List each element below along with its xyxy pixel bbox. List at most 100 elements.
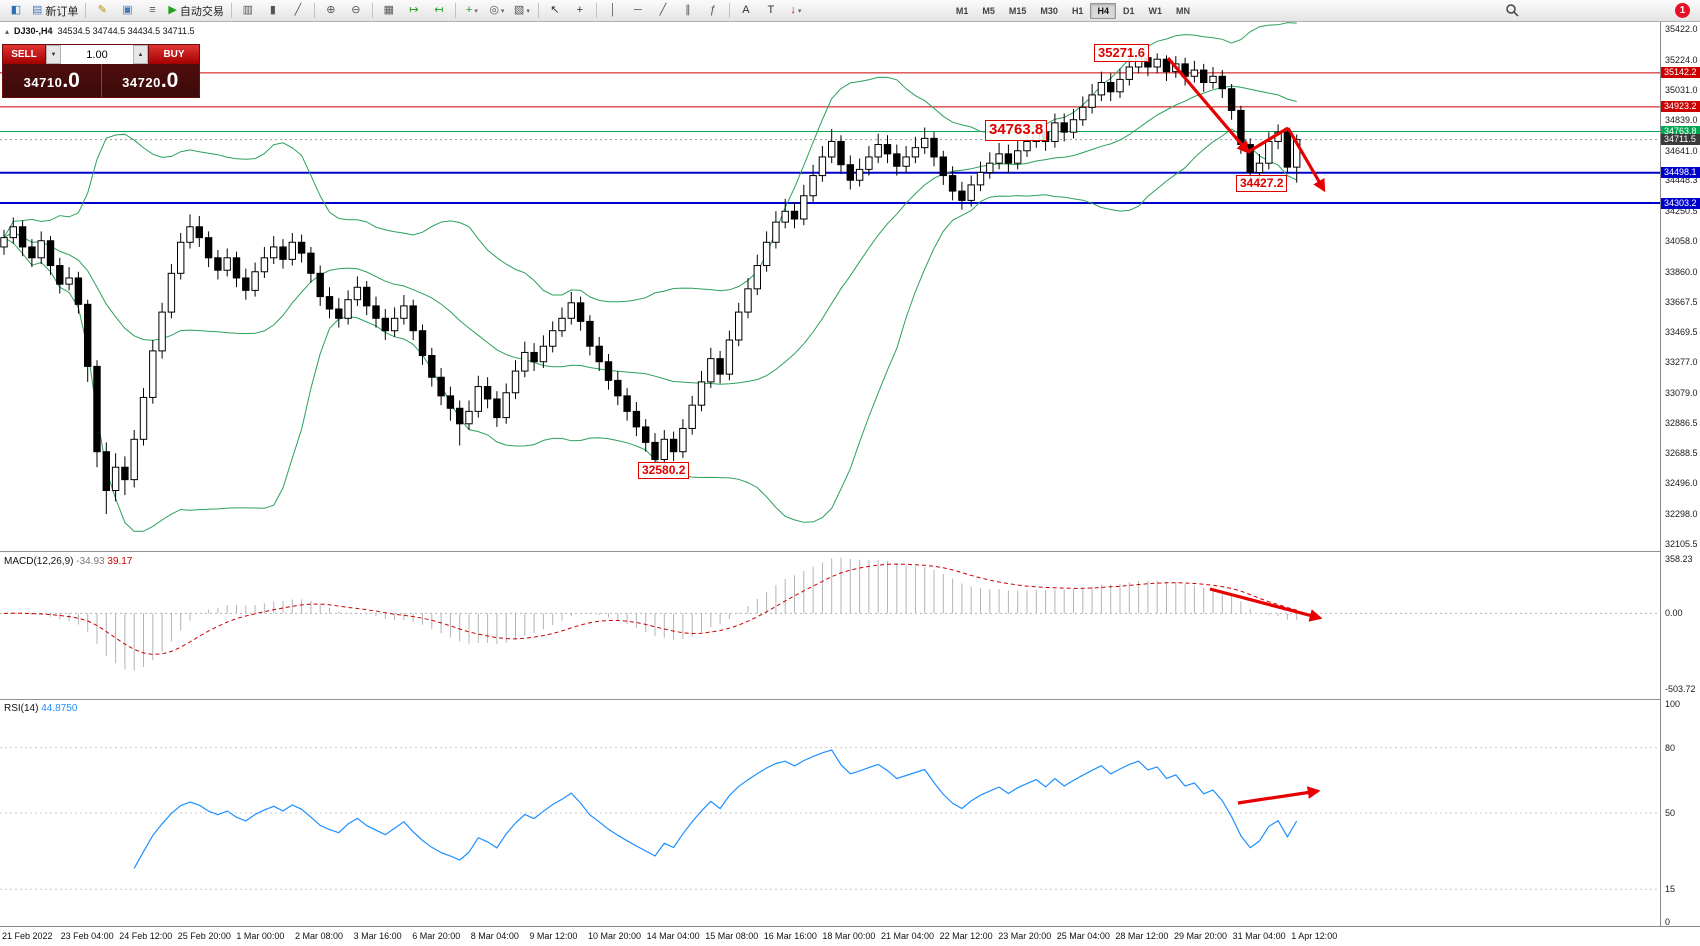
vertical-line-icon[interactable]: │ bbox=[601, 1, 625, 21]
price-level-tag[interactable]: 34498.1 bbox=[1661, 167, 1700, 179]
profile-glyph: ▣ bbox=[122, 4, 133, 16]
time-axis-label: 2 Mar 08:00 bbox=[295, 931, 344, 941]
timeframe-h1[interactable]: H1 bbox=[1071, 5, 1084, 16]
profile-icon[interactable]: ▣ bbox=[115, 1, 139, 21]
metaeditor-icon[interactable]: ✎ bbox=[90, 1, 114, 21]
trend-arrow[interactable] bbox=[1166, 56, 1250, 154]
bar-chart-glyph: ▥ bbox=[242, 4, 254, 16]
candlestick-chart-icon[interactable]: ▮ bbox=[261, 1, 285, 21]
price-annotation[interactable]: 34763.8 bbox=[985, 120, 1048, 141]
equidistant-channel-icon[interactable]: ∥ bbox=[676, 1, 700, 21]
arrows-palette-icon[interactable]: ↓ ▾ bbox=[784, 1, 808, 21]
price-level-tag[interactable]: 35142.2 bbox=[1661, 67, 1700, 79]
cursor-icon[interactable]: ↖ bbox=[543, 1, 567, 21]
fibonacci-icon[interactable]: ƒ bbox=[701, 1, 725, 21]
price-level-tag[interactable]: 34763.8 bbox=[1661, 126, 1700, 138]
toolbar-separator bbox=[728, 3, 730, 18]
timeframe-m5[interactable]: M5 bbox=[982, 5, 995, 16]
bid-price[interactable]: 34710.0 bbox=[3, 64, 101, 97]
auto-scroll-icon[interactable]: ↦ bbox=[402, 1, 426, 21]
zoom-in-glyph: ⊕ bbox=[326, 4, 336, 16]
price-scale-label: 33667.5 bbox=[1665, 296, 1698, 307]
price-scale-label: 35224.0 bbox=[1665, 55, 1698, 66]
candles bbox=[0, 52, 1301, 515]
timeframe-m1[interactable]: M1 bbox=[955, 5, 969, 16]
trend-arrow[interactable] bbox=[1209, 587, 1323, 622]
text-label-icon[interactable]: T bbox=[759, 1, 783, 21]
price-annotation[interactable]: 34427.2 bbox=[1236, 175, 1288, 192]
trendline-icon[interactable]: ╱ bbox=[651, 1, 675, 21]
sell-button[interactable]: SELL bbox=[3, 45, 46, 64]
time-axis-label: 3 Mar 16:00 bbox=[353, 931, 402, 941]
indicators-caret[interactable]: ▾ bbox=[474, 7, 478, 15]
arrows-palette-caret[interactable]: ▾ bbox=[797, 7, 802, 15]
vertical-line-glyph: │ bbox=[609, 4, 617, 16]
time-axis-label: 21 Feb 2022 bbox=[2, 931, 53, 941]
symbol-ohlc: 34534.5 34744.5 34434.5 34711.5 bbox=[57, 26, 195, 36]
price-level-tag[interactable]: 34303.2 bbox=[1661, 197, 1700, 209]
tile-windows-icon[interactable]: ▦ bbox=[377, 1, 401, 21]
rsi-scale-label: 0 bbox=[1665, 917, 1671, 927]
horizontal-line-icon[interactable]: ─ bbox=[626, 1, 650, 21]
one-click-toggle[interactable]: ▴ bbox=[5, 26, 10, 36]
volume-decrement-button[interactable]: ▼ bbox=[46, 45, 61, 64]
time-axis-label: 18 Mar 00:00 bbox=[822, 931, 876, 941]
market-watch-icon[interactable]: ≡ bbox=[140, 1, 164, 21]
templates-caret[interactable]: ▾ bbox=[526, 7, 530, 15]
periods-caret[interactable]: ▾ bbox=[500, 7, 505, 15]
timeframe-toolbar: M1 M5 M15 M30 H1 H4 D1 W1 MN bbox=[949, 2, 1197, 19]
bid-price-main: 34710 bbox=[23, 75, 63, 90]
volume-input[interactable]: 1.00 bbox=[86, 48, 108, 61]
trend-arrow[interactable] bbox=[1247, 126, 1289, 154]
app-logo-icon[interactable]: ◧ bbox=[4, 1, 28, 21]
chart-shift-glyph: ↤ bbox=[434, 4, 444, 16]
candlestick-chart-glyph: ▮ bbox=[269, 4, 276, 16]
rsi-scale-label: 100 bbox=[1665, 699, 1681, 709]
autotrading-glyph: ▶ bbox=[168, 4, 177, 16]
macd-signal-line bbox=[3, 563, 1297, 655]
timeframe-h4[interactable]: H4 bbox=[1090, 2, 1116, 19]
chart-shift-icon[interactable]: ↤ bbox=[427, 1, 451, 21]
zoom-in-icon[interactable]: ⊕ bbox=[319, 1, 343, 21]
equidistant-channel-glyph: ∥ bbox=[685, 4, 691, 16]
search-icon[interactable] bbox=[1500, 1, 1524, 21]
fibonacci-glyph: ƒ bbox=[709, 4, 716, 16]
crosshair-icon[interactable]: + bbox=[568, 1, 592, 21]
trend-arrows[interactable] bbox=[1166, 56, 1326, 805]
text-icon[interactable]: A bbox=[734, 1, 758, 21]
timeframe-d1[interactable]: D1 bbox=[1122, 5, 1135, 16]
timeframe-m15[interactable]: M15 bbox=[1008, 5, 1027, 16]
indicators-glyph: + bbox=[465, 4, 473, 16]
bar-chart-icon[interactable]: ▥ bbox=[236, 1, 260, 21]
new-order-icon[interactable]: ▤ 新订单 bbox=[29, 1, 81, 21]
price-level-tag[interactable]: 34923.2 bbox=[1661, 101, 1700, 113]
toolbar-separator bbox=[313, 3, 315, 18]
time-axis-label: 24 Feb 12:00 bbox=[119, 931, 173, 941]
price-annotation[interactable]: 32580.2 bbox=[638, 462, 690, 479]
price-annotation[interactable]: 35271.6 bbox=[1094, 44, 1149, 63]
time-axis[interactable]: 21 Feb 2022 23 Feb 04:00 24 Feb 12:00 25 Fe… bbox=[0, 926, 1700, 946]
trend-arrow[interactable] bbox=[1237, 786, 1321, 805]
periods-icon[interactable]: ◎ ▾ bbox=[485, 1, 509, 21]
price-scale-label: 34448.3 bbox=[1665, 175, 1698, 186]
time-axis-label: 22 Mar 12:00 bbox=[939, 931, 993, 941]
horizontal-line-glyph: ─ bbox=[633, 4, 642, 16]
time-axis-label: 25 Feb 20:00 bbox=[177, 931, 231, 941]
timeframe-mn[interactable]: MN bbox=[1175, 5, 1190, 16]
timeframe-w1[interactable]: W1 bbox=[1148, 5, 1162, 16]
zoom-out-icon[interactable]: ⊖ bbox=[344, 1, 368, 21]
autotrading-icon[interactable]: ▶ 自动交易 bbox=[165, 1, 226, 21]
indicators-icon[interactable]: + ▾ bbox=[460, 1, 484, 21]
price-scale-label: 32105.5 bbox=[1665, 538, 1698, 549]
line-chart-icon[interactable]: ╱ bbox=[286, 1, 310, 21]
notification-badge[interactable]: 1 bbox=[1675, 3, 1690, 18]
toolbar-separator bbox=[85, 3, 87, 18]
templates-icon[interactable]: ▧ ▾ bbox=[510, 1, 534, 21]
volume-increment-button[interactable]: ▲ bbox=[133, 45, 148, 64]
buy-button[interactable]: BUY bbox=[148, 45, 199, 64]
timeframe-m30[interactable]: M30 bbox=[1040, 5, 1058, 16]
price-scale[interactable]: 35422.0 35224.0 35031.0 34839.0 34641.0 34448… bbox=[1660, 22, 1700, 927]
trend-arrow[interactable] bbox=[1286, 127, 1326, 193]
ask-price[interactable]: 34720.0 bbox=[100, 64, 200, 97]
